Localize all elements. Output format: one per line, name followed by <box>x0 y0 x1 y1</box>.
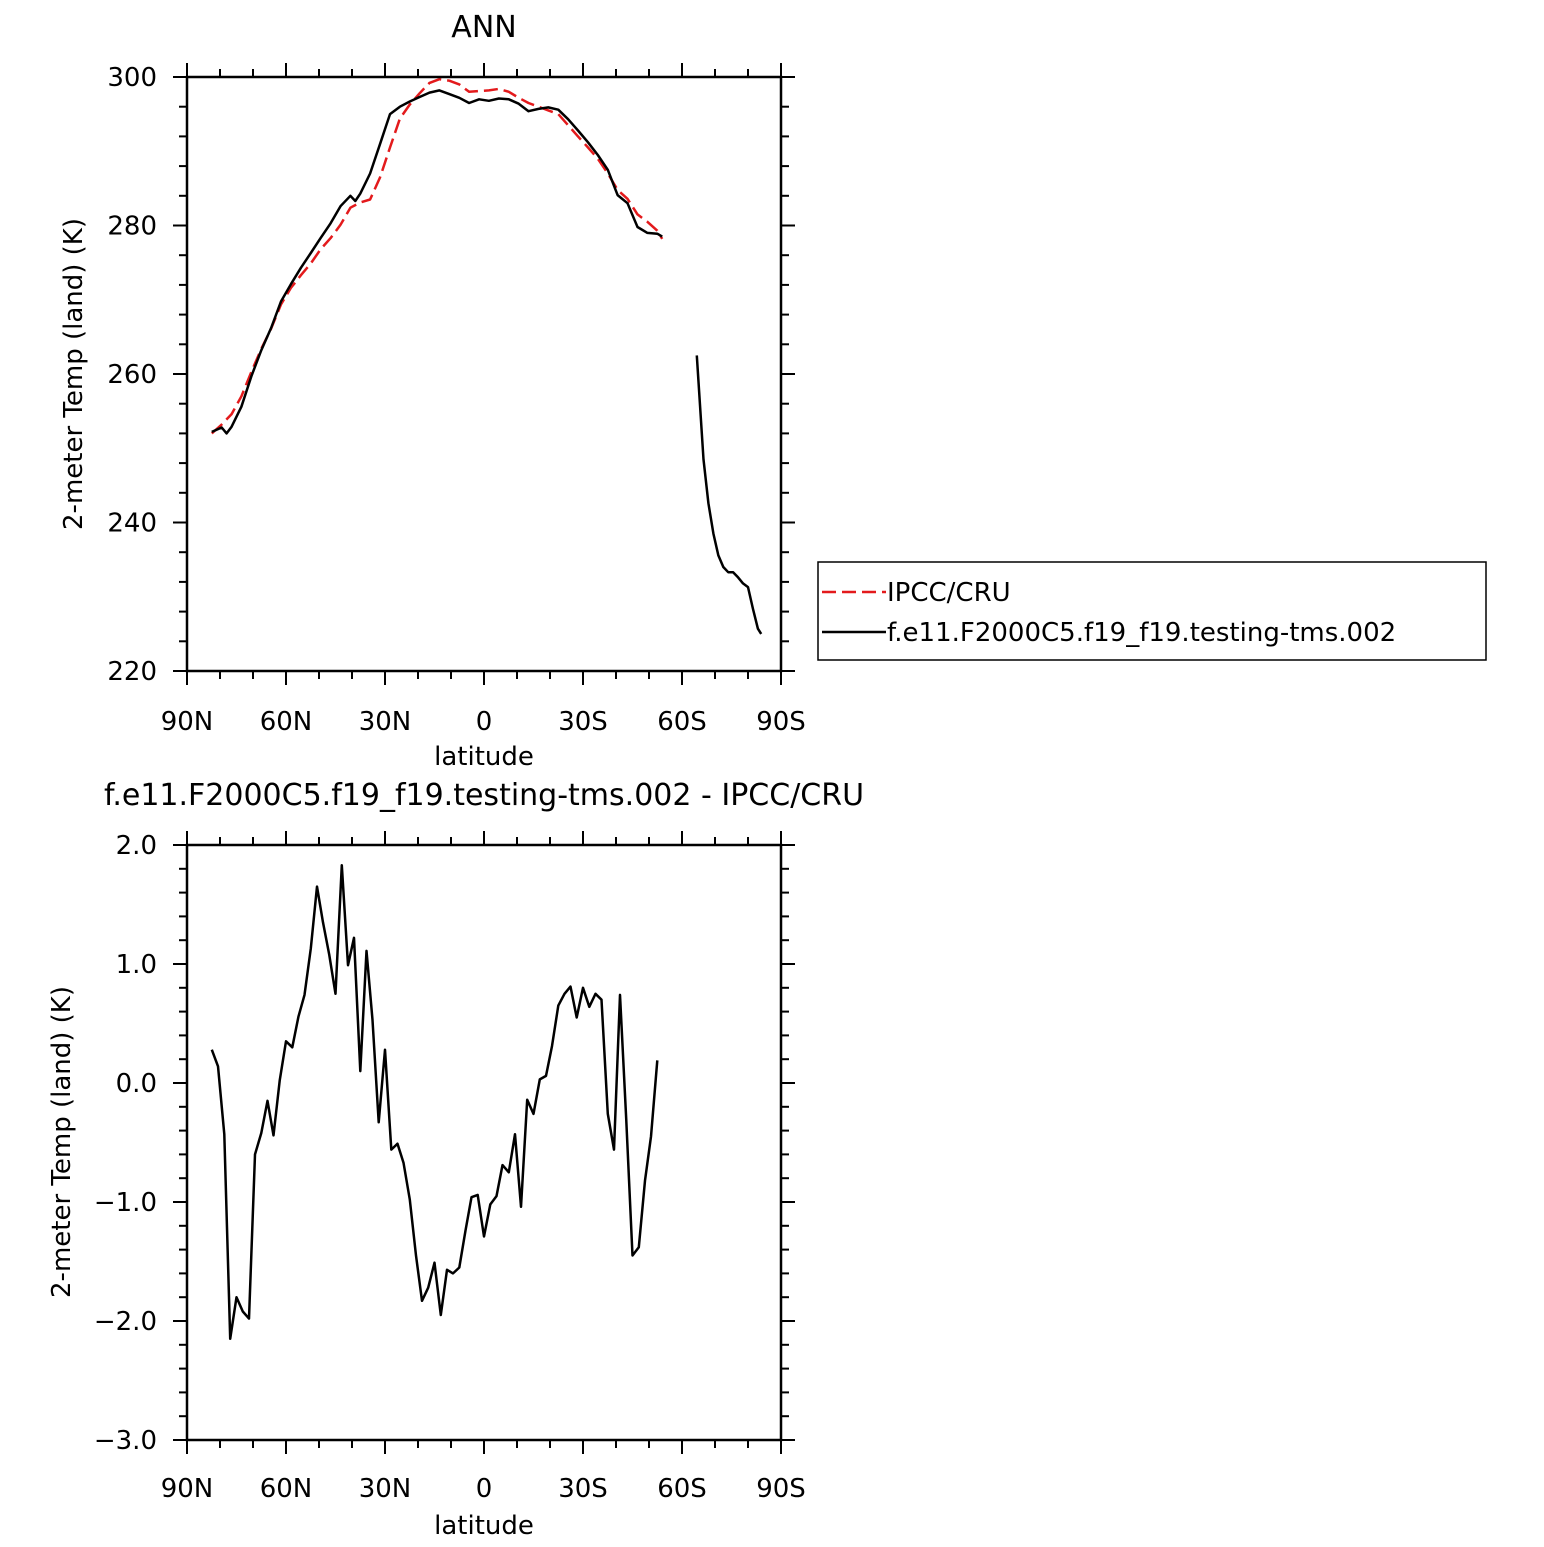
bottom-x-axis-label: latitude <box>434 1511 534 1541</box>
bottom-tick-labels: 90N 60N 30N 0 30S 60S 90S −3.0 −2.0 −1.0 0.0 1.0 2.0 <box>94 831 806 1504</box>
top-series-0-line-segment-0 <box>210 77 664 435</box>
y-tick-label: −1.0 <box>94 1188 157 1218</box>
bottom-axis-ticks <box>173 831 795 1454</box>
x-tick-label: 30S <box>558 707 608 737</box>
bottom-panel: f.e11.F2000C5.f19_f19.testing-tms.002 - … <box>47 778 864 1541</box>
top-x-axis-label: latitude <box>434 742 534 772</box>
y-tick-label: 240 <box>107 509 157 539</box>
top-tick-labels: 90N 60N 30N 0 30S 60S 90S 220 240 260 280 300 <box>107 63 805 737</box>
x-tick-label: 60S <box>657 707 707 737</box>
x-tick-label: 60N <box>260 1474 313 1504</box>
bottom-chart-title: f.e11.F2000C5.f19_f19.testing-tms.002 - … <box>104 778 864 813</box>
legend-label-model: f.e11.F2000C5.f19_f19.testing-tms.002 <box>887 618 1396 648</box>
x-tick-label: 90S <box>756 1474 806 1504</box>
y-tick-label: 1.0 <box>116 950 157 980</box>
y-tick-label: 0.0 <box>116 1069 157 1099</box>
x-tick-label: 0 <box>476 707 493 737</box>
y-tick-label: 220 <box>107 657 157 687</box>
y-tick-label: −2.0 <box>94 1307 157 1337</box>
top-plot-frame <box>185 75 783 673</box>
top-series-lines <box>210 77 763 635</box>
x-tick-label: 60S <box>657 1474 707 1504</box>
x-tick-label: 90S <box>756 707 806 737</box>
x-tick-label: 30S <box>558 1474 608 1504</box>
x-tick-label: 60N <box>260 707 313 737</box>
bottom-y-axis-label: 2-meter Temp (land) (K) <box>47 986 77 1298</box>
bottom-series-lines <box>210 863 659 1341</box>
y-tick-label: −3.0 <box>94 1426 157 1456</box>
top-series-1-line-segment-1 <box>695 355 763 635</box>
y-tick-label: 280 <box>107 212 157 242</box>
bottom-plot-frame <box>185 843 783 1442</box>
top-axis-ticks <box>173 63 795 685</box>
y-tick-label: 2.0 <box>116 831 157 861</box>
y-tick-label: 300 <box>107 63 157 93</box>
y-tick-label: 260 <box>107 360 157 390</box>
legend-label-ipcc-cru: IPCC/CRU <box>887 578 1011 608</box>
bottom-series-0-line-segment-0 <box>210 863 659 1341</box>
legend: IPCC/CRU f.e11.F2000C5.f19_f19.testing-t… <box>817 561 1487 661</box>
x-tick-label: 90N <box>161 1474 214 1504</box>
top-chart-title: ANN <box>451 10 516 45</box>
x-tick-label: 30N <box>359 707 412 737</box>
x-tick-label: 30N <box>359 1474 412 1504</box>
top-panel: ANN 90N 60N 30N 0 30S 60S 90S 220 240 260 280 300 l… <box>59 10 1487 772</box>
legend-box <box>817 561 1487 661</box>
top-y-axis-label: 2-meter Temp (land) (K) <box>59 218 89 530</box>
top-series-1-line-segment-0 <box>211 89 663 435</box>
x-tick-label: 90N <box>161 707 214 737</box>
x-tick-label: 0 <box>476 1474 493 1504</box>
